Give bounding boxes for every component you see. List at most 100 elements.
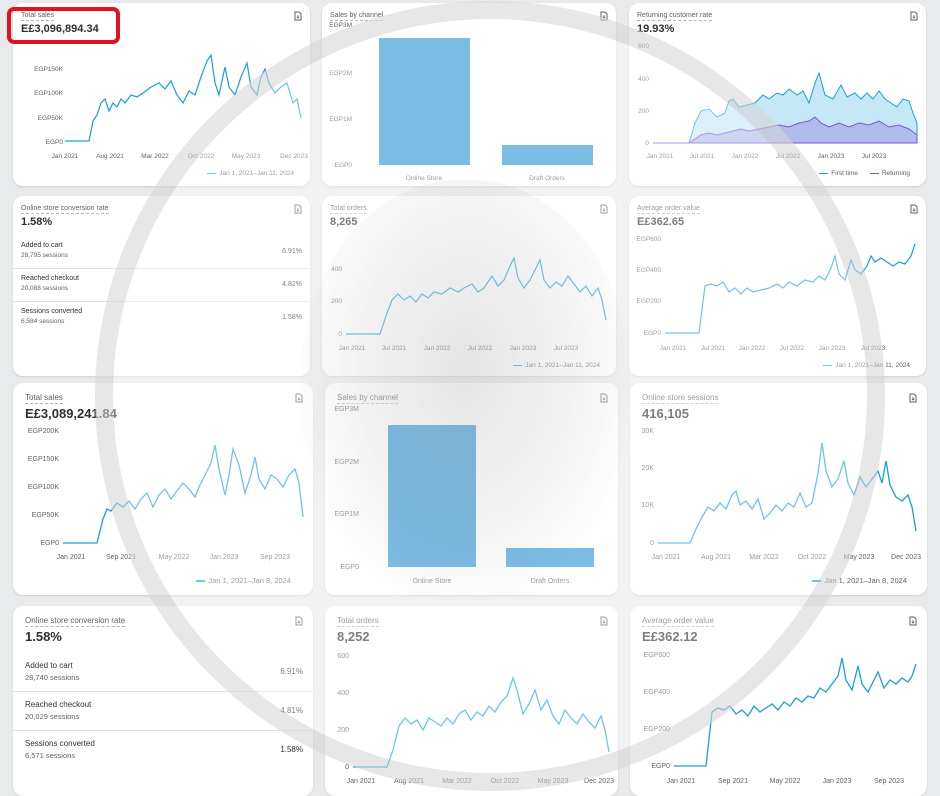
card-title[interactable]: Total orders xyxy=(337,616,379,627)
export-icon[interactable] xyxy=(910,204,918,214)
card-value: E£362.12 xyxy=(642,629,698,644)
export-icon[interactable] xyxy=(294,204,302,214)
export-icon[interactable] xyxy=(295,393,303,403)
y-tick: EGP50K xyxy=(38,115,64,122)
card-value: 8,265 xyxy=(330,216,358,228)
row-label: Reached checkout xyxy=(21,275,79,282)
legend-swatch xyxy=(812,580,822,582)
y-tick: 20K xyxy=(642,465,655,472)
row-sessions: 6,571 sessions xyxy=(25,751,76,760)
y-tick: 400 xyxy=(331,266,342,273)
chart-legend[interactable]: First time Returning xyxy=(819,170,910,177)
export-icon[interactable] xyxy=(600,204,608,214)
x-tick: Jan 2021 xyxy=(652,554,681,561)
export-icon[interactable] xyxy=(600,393,608,403)
y-tick: 30K xyxy=(642,428,655,435)
returning-customer-rate-card: Returning customer rate 19.93% 600 400 2… xyxy=(629,3,926,186)
bar-draft-orders[interactable] xyxy=(502,145,593,165)
x-tick: Sep 2021 xyxy=(106,554,136,561)
bar-draft-orders[interactable] xyxy=(506,548,594,567)
card-value: 1.58% xyxy=(25,629,62,644)
card-title[interactable]: Total sales xyxy=(21,12,55,21)
card-title[interactable]: Average order value xyxy=(642,616,714,627)
legend-swatch xyxy=(207,172,217,175)
bar-online-store[interactable] xyxy=(388,425,476,567)
card-title[interactable]: Online store conversion rate xyxy=(25,616,126,627)
x-tick: Jul 2021 xyxy=(690,153,715,160)
y-tick: 600 xyxy=(337,653,349,660)
x-tick: Online Store xyxy=(406,175,443,182)
card-title[interactable]: Returning customer rate xyxy=(637,12,713,21)
card-title[interactable]: Online store sessions xyxy=(642,393,719,404)
online-store-sessions-card: Online store sessions 416,105 30K 20K 10… xyxy=(630,383,927,595)
x-tick: May 2023 xyxy=(232,153,261,160)
x-tick: Jan 2021 xyxy=(347,778,376,785)
export-icon[interactable] xyxy=(909,393,917,403)
conversion-rate-card: Online store conversion rate 1.58% Added… xyxy=(13,606,313,796)
legend-returning: Returning xyxy=(881,170,910,177)
y-tick: EGP200 xyxy=(636,298,661,305)
x-tick: Online Store xyxy=(413,578,452,585)
x-tick: Jan 2021 xyxy=(647,153,674,160)
chart-legend[interactable]: Jan 1, 2021–Jan 11, 2024 xyxy=(823,362,910,369)
x-tick: Aug 2021 xyxy=(394,778,424,785)
card-title[interactable]: Average order value xyxy=(637,205,700,214)
legend-label: Jan 1, 2021–Jan 11, 2024 xyxy=(219,170,294,177)
conversion-row: Added to cart 28,795 sessions 6.91% xyxy=(13,236,310,269)
y-tick: 0 xyxy=(338,331,342,338)
export-icon[interactable] xyxy=(600,11,608,21)
y-tick: EGP0 xyxy=(651,763,670,770)
sales-series-line xyxy=(63,444,304,544)
export-icon[interactable] xyxy=(910,11,918,21)
chart-legend[interactable]: Jan 1, 2021–Jan 8, 2024 xyxy=(196,576,291,585)
x-tick: Jan 2023 xyxy=(510,345,537,352)
x-tick: Oct 2022 xyxy=(188,153,215,160)
x-tick: Jan 2021 xyxy=(660,345,687,352)
x-tick: Jul 2023 xyxy=(554,345,579,352)
export-icon[interactable] xyxy=(600,616,608,626)
y-tick: 0 xyxy=(345,764,349,771)
sales-series-line xyxy=(65,53,302,142)
y-tick: EGP3M xyxy=(329,22,352,29)
total-orders-card: Total orders 8,265 400 200 0 Jan 2021 Ju… xyxy=(322,196,616,376)
row-sessions: 6,584 sessions xyxy=(21,318,65,325)
card-value: 416,105 xyxy=(642,406,689,421)
x-tick: Dec 2023 xyxy=(280,153,308,160)
chart-legend[interactable]: Jan 1, 2021–Jan 11, 2024 xyxy=(207,170,294,177)
chart-legend[interactable]: Jan 1, 2021–Jan 11, 2024 xyxy=(513,362,600,369)
export-icon[interactable] xyxy=(294,11,302,21)
export-icon[interactable] xyxy=(295,616,303,626)
y-tick: EGP0 xyxy=(335,162,353,169)
x-tick: Mar 2022 xyxy=(442,778,472,785)
card-title[interactable]: Online store conversion rate xyxy=(21,205,109,214)
export-icon[interactable] xyxy=(909,616,917,626)
x-tick: Jan 2023 xyxy=(210,554,239,561)
x-tick: May 2022 xyxy=(770,778,801,785)
x-tick: Sep 2023 xyxy=(874,778,904,785)
card-title[interactable]: Total sales xyxy=(25,393,63,404)
x-tick: May 2023 xyxy=(844,554,875,561)
orders-series-line xyxy=(353,675,610,768)
x-tick: Oct 2022 xyxy=(491,778,520,785)
legend-swatch xyxy=(196,580,206,582)
legend-swatch xyxy=(869,172,879,175)
y-tick: EGP1M xyxy=(334,511,359,518)
chart-legend[interactable]: Jan 1, 2021–Jan 8, 2024 xyxy=(812,576,907,585)
card-value: E£362.65 xyxy=(637,216,685,228)
x-tick: Jan 2022 xyxy=(739,345,766,352)
card-title[interactable]: Sales by channel xyxy=(337,393,398,404)
card-title[interactable]: Total orders xyxy=(330,205,367,214)
card-title[interactable]: Sales by channel xyxy=(330,12,384,21)
bar-online-store[interactable] xyxy=(379,38,470,165)
conversion-row: Sessions converted 6,584 sessions 1.58% xyxy=(13,302,310,334)
x-tick: Sep 2023 xyxy=(260,554,290,561)
row-sessions: 28,740 sessions xyxy=(25,673,80,682)
y-tick: EGP600 xyxy=(636,236,661,243)
total-orders-card: Total orders 8,252 600 400 200 0 Jan 202… xyxy=(325,606,618,796)
x-tick: Mar 2022 xyxy=(749,554,779,561)
conversion-row: Reached checkout 20,029 sessions 4.81% xyxy=(13,692,313,731)
y-tick: EGP2M xyxy=(334,459,359,466)
row-percent: 1.58% xyxy=(280,745,303,754)
x-tick: Jul 2022 xyxy=(468,345,493,352)
first-time-area xyxy=(653,71,918,144)
